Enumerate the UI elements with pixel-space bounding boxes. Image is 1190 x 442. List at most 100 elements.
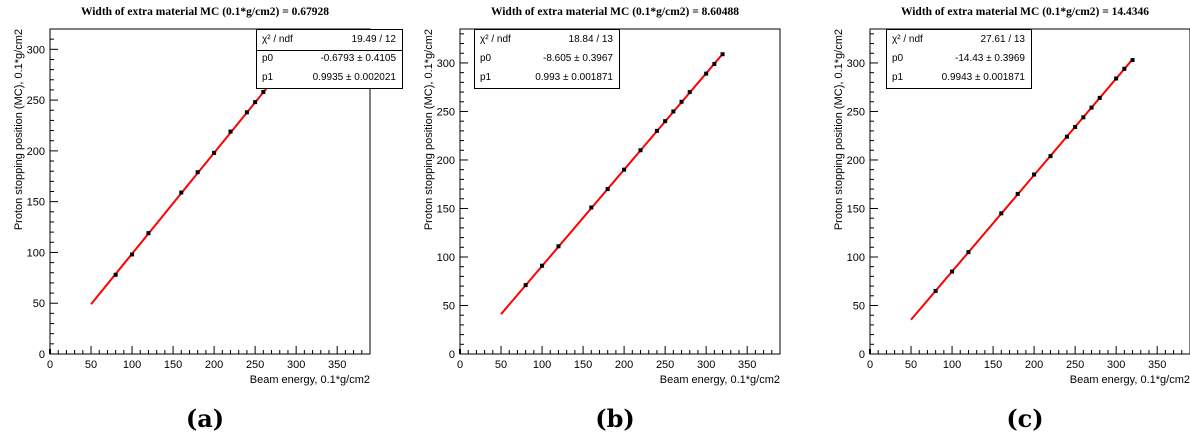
chart-title: Width of extra material MC (0.1*g/cm2) =… bbox=[900, 6, 1150, 18]
x-tick-label: 150 bbox=[164, 359, 182, 371]
y-tick-label: 300 bbox=[437, 58, 455, 70]
data-point bbox=[228, 129, 233, 134]
y-axis-label: Proton stopping position (MC), 0.1*g/cm2 bbox=[13, 29, 25, 230]
origin-marker bbox=[869, 349, 871, 354]
data-point bbox=[663, 119, 668, 124]
x-tick-label: 200 bbox=[205, 359, 223, 371]
stat-value: 0.9935 ± 0.002021 bbox=[312, 72, 396, 83]
data-point bbox=[244, 110, 249, 115]
stat-row-p0: p0 -14.43 ± 0.3969 bbox=[887, 50, 1031, 68]
y-tick-label: 300 bbox=[847, 58, 865, 70]
data-point bbox=[130, 252, 135, 257]
x-tick-label: 100 bbox=[533, 359, 551, 371]
y-axis-label: Proton stopping position (MC), 0.1*g/cm2 bbox=[833, 29, 845, 230]
data-point bbox=[1015, 191, 1020, 196]
stat-name: χ² / ndf bbox=[480, 34, 511, 45]
x-tick-label: 50 bbox=[905, 359, 917, 371]
stat-name: p1 bbox=[892, 72, 904, 83]
data-point bbox=[679, 99, 684, 104]
stat-name: χ² / ndf bbox=[262, 34, 293, 45]
x-tick-label: 300 bbox=[287, 359, 305, 371]
plot-area: 0 50 100 150 200 250 300 350 0 50 100 150 200 250 300 B… bbox=[423, 28, 781, 386]
y-tick-label: 250 bbox=[27, 95, 45, 107]
data-point bbox=[704, 71, 709, 76]
stats-box: χ² / ndf 19.49 / 12 p0 -0.6793 ± 0.4105 … bbox=[256, 29, 403, 89]
x-axis-label: Beam energy, 0.1*g/cm2 bbox=[660, 374, 780, 386]
x-tick-label: 200 bbox=[615, 359, 633, 371]
stat-value: -0.6793 ± 0.4105 bbox=[320, 53, 396, 64]
x-tick-label: 0 bbox=[47, 359, 53, 371]
data-point bbox=[1081, 115, 1086, 120]
x-axis-label: Beam energy, 0.1*g/cm2 bbox=[250, 374, 370, 386]
y-tick-label: 50 bbox=[33, 298, 45, 310]
y-tick-label: 0 bbox=[449, 349, 455, 361]
y-tick-label: 50 bbox=[443, 300, 455, 312]
data-point bbox=[933, 288, 938, 293]
chart-title: Width of extra material MC (0.1*g/cm2) =… bbox=[80, 6, 330, 18]
y-tick-label: 0 bbox=[39, 349, 45, 361]
y-tick-label: 250 bbox=[847, 106, 865, 118]
stats-box: χ² / ndf 18.84 / 13 p0 -8.605 ± 0.3967 p… bbox=[474, 29, 620, 89]
data-point bbox=[1089, 105, 1094, 110]
stat-value: -8.605 ± 0.3967 bbox=[543, 53, 613, 64]
data-point bbox=[523, 283, 528, 288]
stat-name: p1 bbox=[480, 72, 492, 83]
data-point bbox=[950, 269, 955, 274]
stat-value: 0.9943 ± 0.001871 bbox=[941, 72, 1025, 83]
stat-row-p0: p0 -8.605 ± 0.3967 bbox=[475, 50, 619, 68]
panel-a: Width of extra material MC (0.1*g/cm2) =… bbox=[0, 0, 410, 442]
data-point bbox=[999, 211, 1004, 216]
plot-area: 0 50 100 150 200 250 300 350 0 50 100 150 200 250 300 B… bbox=[833, 28, 1190, 386]
y-tick-label: 200 bbox=[437, 155, 455, 167]
x-tick-label: 50 bbox=[85, 359, 97, 371]
data-point bbox=[1064, 134, 1069, 139]
data-point bbox=[589, 205, 594, 210]
stat-value: 19.49 / 12 bbox=[351, 34, 396, 45]
origin-marker bbox=[459, 349, 461, 354]
data-point bbox=[113, 272, 118, 277]
stat-row-p1: p1 0.9943 ± 0.001871 bbox=[887, 69, 1031, 87]
panel-b: Width of extra material MC (0.1*g/cm2) =… bbox=[410, 0, 820, 442]
stat-value: 18.84 / 13 bbox=[568, 34, 613, 45]
y-tick-label: 250 bbox=[437, 106, 455, 118]
data-point bbox=[212, 150, 217, 155]
x-tick-label: 50 bbox=[495, 359, 507, 371]
stat-value: 0.993 ± 0.001871 bbox=[535, 72, 613, 83]
x-tick-label: 300 bbox=[697, 359, 715, 371]
plot-area: 0 50 100 150 200 250 300 350 0 50 100 150 200 250 300 B… bbox=[13, 28, 371, 386]
data-point bbox=[195, 170, 200, 175]
x-tick-label: 250 bbox=[656, 359, 674, 371]
x-tick-label: 350 bbox=[328, 359, 346, 371]
x-tick-label: 300 bbox=[1107, 359, 1125, 371]
data-point bbox=[671, 109, 676, 114]
y-axis-label: Proton stopping position (MC), 0.1*g/cm2 bbox=[423, 29, 435, 230]
y-tick-label: 50 bbox=[853, 300, 865, 312]
data-point bbox=[720, 52, 725, 57]
y-tick-label: 0 bbox=[859, 349, 865, 361]
data-point bbox=[1114, 76, 1119, 81]
stat-name: χ² / ndf bbox=[892, 34, 923, 45]
origin-marker bbox=[49, 349, 51, 354]
stat-row-p1: p1 0.993 ± 0.001871 bbox=[475, 69, 619, 87]
x-tick-label: 150 bbox=[574, 359, 592, 371]
data-point bbox=[1097, 95, 1102, 100]
data-point bbox=[966, 250, 971, 255]
data-point bbox=[540, 263, 545, 268]
stat-value: -14.43 ± 0.3969 bbox=[955, 53, 1025, 64]
panel-caption: (a) bbox=[185, 404, 225, 433]
stat-row-p1: p1 0.9935 ± 0.002021 bbox=[257, 69, 402, 87]
data-point bbox=[1048, 154, 1053, 159]
data-point bbox=[605, 187, 610, 192]
x-tick-label: 150 bbox=[984, 359, 1002, 371]
fit-line bbox=[500, 53, 724, 315]
fit-line bbox=[910, 58, 1134, 321]
stat-name: p0 bbox=[480, 53, 492, 64]
stats-box: χ² / ndf 27.61 / 13 p0 -14.43 ± 0.3969 p… bbox=[886, 29, 1032, 89]
panel-caption: (b) bbox=[595, 404, 635, 433]
x-tick-label: 350 bbox=[1148, 359, 1166, 371]
data-point bbox=[687, 90, 692, 95]
x-tick-label: 0 bbox=[867, 359, 873, 371]
data-point bbox=[638, 148, 643, 153]
y-tick-label: 100 bbox=[437, 252, 455, 264]
